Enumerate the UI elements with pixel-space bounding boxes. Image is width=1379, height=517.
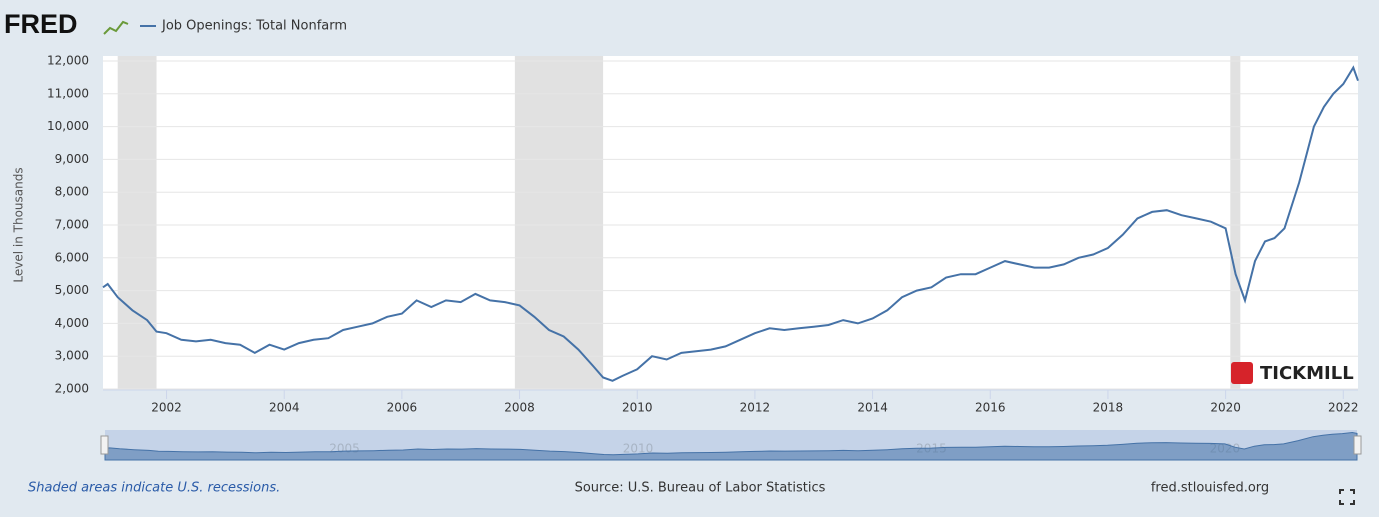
y-tick-label: 4,000	[55, 316, 89, 330]
legend-label[interactable]: Job Openings: Total Nonfarm	[161, 19, 347, 34]
x-tick-label: 2008	[504, 401, 535, 415]
recession-band	[117, 56, 157, 389]
y-axis-label: Level in Thousands	[12, 167, 26, 282]
y-tick-label: 8,000	[55, 185, 89, 199]
x-tick-label: 2020	[1210, 401, 1241, 415]
y-tick-label: 2,000	[55, 382, 89, 396]
y-tick-label: 9,000	[55, 152, 89, 166]
x-tick-label: 2006	[387, 401, 418, 415]
footer-source: Source: U.S. Bureau of Labor Statistics	[575, 481, 826, 496]
x-tick-label: 2018	[1093, 401, 1124, 415]
y-tick-label: 10,000	[47, 119, 89, 133]
data-line	[102, 65, 1359, 382]
x-tick-label: 2022	[1328, 401, 1359, 415]
logo-icon	[103, 20, 129, 35]
watermark: TICKMILL	[1260, 363, 1354, 384]
logo[interactable]: FRED	[4, 9, 78, 39]
y-tick-label: 11,000	[47, 86, 89, 100]
x-tick-label: 2016	[975, 401, 1006, 415]
y-tick-label: 6,000	[55, 250, 89, 264]
footer-note[interactable]: Shaded areas indicate U.S. recessions.	[28, 481, 280, 496]
fullscreen-icon[interactable]	[1339, 489, 1355, 505]
x-tick-label: 2004	[269, 401, 300, 415]
x-tick-label: 2010	[622, 401, 653, 415]
recession-band	[514, 56, 604, 389]
y-tick-label: 5,000	[55, 283, 89, 297]
footer-site[interactable]: fred.stlouisfed.org	[1151, 481, 1269, 496]
x-tick-label: 2012	[740, 401, 771, 415]
plot: 2,000 3,000 4,000 5,000 6,000 7,000 8,000 9,000…	[47, 54, 1359, 415]
navigator-tick-label: 2010	[623, 442, 654, 456]
x-tick-label: 2014	[857, 401, 888, 415]
watermark-icon	[1231, 362, 1253, 384]
navigator-handle[interactable]	[1353, 435, 1362, 455]
navigator-handle[interactable]	[100, 435, 109, 455]
navigator: 2005201020152020	[104, 431, 1358, 461]
x-tick-label: 2002	[151, 401, 182, 415]
navigator-area	[104, 431, 1358, 461]
plot-background	[103, 56, 1358, 389]
recession-band	[1230, 56, 1241, 389]
y-tick-label: 3,000	[55, 349, 89, 363]
y-tick-label: 12,000	[47, 54, 89, 68]
y-tick-label: 7,000	[55, 218, 89, 232]
